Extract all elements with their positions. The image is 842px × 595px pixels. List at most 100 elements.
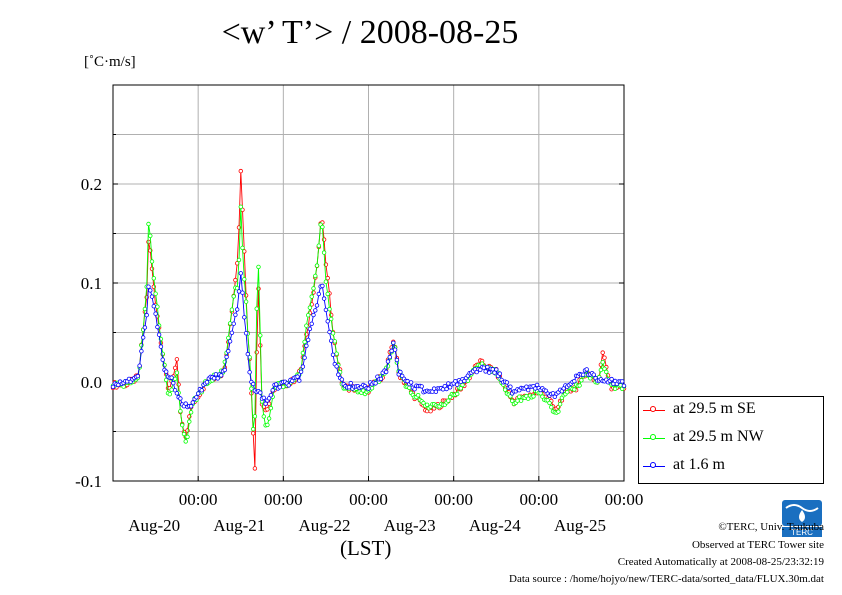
x-tick-time-label: 00:00	[605, 490, 644, 509]
x-tick-time-label: 00:00	[434, 490, 473, 509]
data-point	[327, 329, 332, 335]
data-point	[142, 325, 148, 330]
data-point	[174, 357, 180, 362]
data-point	[600, 350, 605, 355]
x-axis-label: (LST)	[340, 536, 392, 560]
data-point	[378, 376, 384, 382]
data-point	[612, 386, 618, 391]
logo-text: TERC	[791, 528, 813, 537]
data-point	[167, 392, 172, 397]
data-point	[146, 284, 151, 289]
data-point	[334, 351, 339, 356]
data-point	[316, 243, 321, 248]
data-point	[361, 388, 366, 393]
data-point	[602, 355, 607, 360]
data-point	[268, 393, 274, 398]
data-point	[266, 396, 272, 401]
data-point	[160, 357, 165, 362]
data-point	[497, 371, 502, 376]
data-point	[336, 372, 341, 377]
data-point	[384, 369, 389, 375]
terc-logo-icon: TERC	[782, 500, 822, 537]
data-point	[604, 369, 609, 375]
data-point	[149, 294, 155, 299]
data-point	[190, 400, 195, 405]
data-point	[508, 384, 513, 389]
data-point	[204, 380, 210, 385]
data-point	[416, 393, 421, 398]
data-point	[446, 398, 451, 403]
data-point	[346, 385, 352, 390]
x-tick-time-label: 00:00	[179, 490, 218, 509]
data-point	[309, 294, 314, 299]
data-point	[229, 330, 235, 335]
data-point	[320, 224, 325, 230]
data-point	[307, 326, 313, 332]
data-point	[321, 250, 327, 255]
data-point	[240, 245, 245, 251]
data-point	[366, 386, 371, 391]
data-point	[600, 360, 605, 365]
data-point	[172, 376, 178, 382]
data-point	[240, 290, 245, 295]
credit-observed: Observed at TERC Tower site	[691, 539, 824, 551]
data-point	[224, 354, 229, 360]
data-point	[181, 431, 187, 437]
data-point	[313, 308, 318, 313]
data-point	[213, 372, 219, 377]
data-point	[227, 339, 233, 344]
data-point	[332, 339, 337, 344]
x-tick-date-label: Aug-25	[554, 516, 606, 535]
data-point	[485, 364, 490, 370]
data-point	[144, 312, 149, 318]
data-point	[265, 422, 270, 428]
data-point	[618, 383, 623, 388]
data-point	[151, 304, 156, 309]
data-point	[281, 384, 286, 390]
data-point	[250, 381, 256, 387]
data-point	[306, 337, 311, 343]
data-point	[268, 405, 274, 411]
data-point	[323, 307, 329, 313]
data-point	[172, 365, 178, 371]
data-point	[270, 388, 275, 393]
data-point	[258, 333, 263, 338]
data-point	[110, 384, 116, 390]
data-point	[265, 407, 270, 412]
data-point	[339, 377, 345, 382]
legend-item-se: at 29.5 m SE	[639, 397, 823, 425]
data-point	[304, 343, 309, 348]
data-point	[369, 386, 375, 391]
data-point	[195, 391, 201, 396]
data-point	[243, 331, 249, 336]
data-point	[174, 370, 180, 375]
data-point	[172, 388, 178, 393]
data-point	[302, 355, 307, 360]
data-point	[579, 378, 584, 383]
data-point	[183, 439, 188, 444]
data-point	[334, 364, 339, 369]
data-point	[187, 419, 192, 424]
data-point	[158, 344, 164, 349]
data-point	[591, 372, 596, 377]
data-point	[151, 276, 156, 281]
data-point	[243, 299, 249, 304]
data-point	[277, 385, 282, 390]
legend-marker	[650, 434, 656, 440]
data-point	[391, 340, 396, 345]
y-tick-label: -0.1	[75, 472, 102, 491]
data-point	[490, 367, 495, 372]
data-point	[492, 370, 497, 375]
data-point	[185, 434, 190, 440]
legend-item-16m: at 1.6 m	[639, 453, 823, 481]
data-point	[153, 311, 158, 316]
data-point	[153, 291, 158, 296]
data-point	[242, 277, 247, 282]
data-point	[408, 380, 414, 385]
data-point	[149, 259, 155, 264]
data-point	[194, 395, 199, 400]
legend-marker	[650, 462, 656, 468]
data-point	[330, 352, 336, 357]
data-point	[261, 395, 266, 400]
credit-created: Created Automatically at 2008-08-25/23:3…	[617, 556, 824, 568]
